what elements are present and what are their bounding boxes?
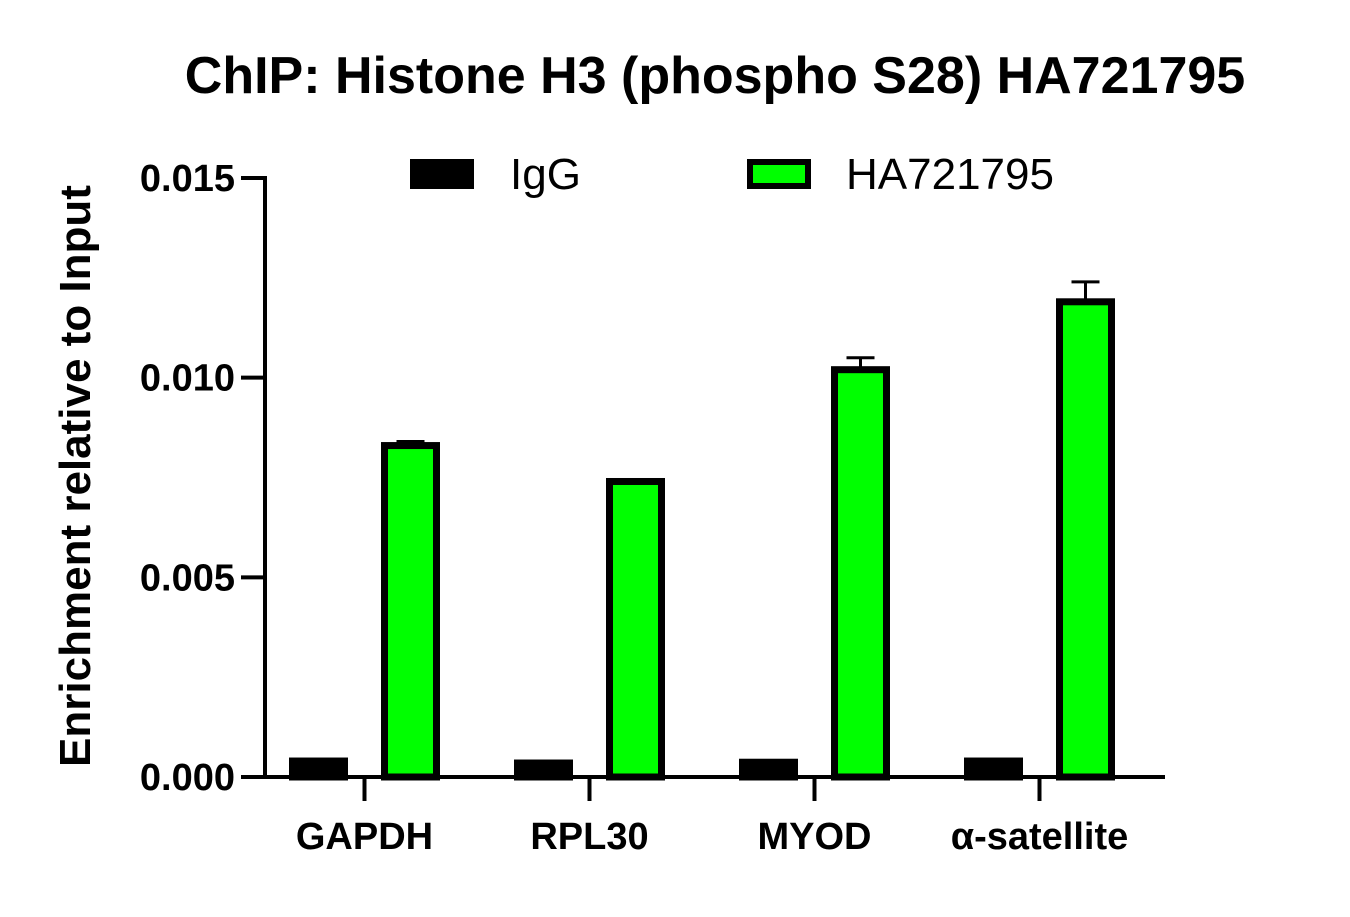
legend-label: IgG bbox=[510, 150, 581, 199]
bars bbox=[289, 280, 1115, 781]
x-tick-label: MYOD bbox=[758, 816, 872, 858]
bar-ha721795-3 bbox=[1056, 298, 1115, 781]
x-tick-label: RPL30 bbox=[530, 816, 648, 858]
y-tick-label: 0.000 bbox=[140, 757, 235, 799]
y-tick-label: 0.015 bbox=[140, 158, 235, 200]
bar-ha721795-2 bbox=[831, 366, 890, 781]
bar-igg-3 bbox=[964, 757, 1023, 781]
bar-igg-0 bbox=[289, 757, 348, 781]
y-axis-label: Enrichment relative to Input bbox=[51, 185, 100, 767]
y-tick-label: 0.005 bbox=[140, 557, 235, 599]
x-tick-label: GAPDH bbox=[296, 816, 433, 858]
axes: 0.000 0.005 0.010 0.015 GAPDH RPL30 MYOD α-sate… bbox=[140, 158, 1165, 858]
bar-ha721795-0 bbox=[381, 442, 440, 781]
legend-swatch bbox=[747, 159, 811, 189]
bar-igg-1 bbox=[514, 759, 573, 781]
legend-swatch bbox=[410, 159, 474, 189]
bar-igg-2 bbox=[739, 758, 798, 781]
legend: IgG HA721795 bbox=[410, 150, 1054, 199]
chart-title: ChIP: Histone H3 (phospho S28) HA721795 bbox=[185, 47, 1245, 105]
bar-ha721795-1 bbox=[606, 477, 665, 781]
legend-label: HA721795 bbox=[846, 150, 1054, 199]
x-tick-label: α-satellite bbox=[951, 816, 1129, 858]
y-tick-label: 0.010 bbox=[140, 358, 235, 400]
